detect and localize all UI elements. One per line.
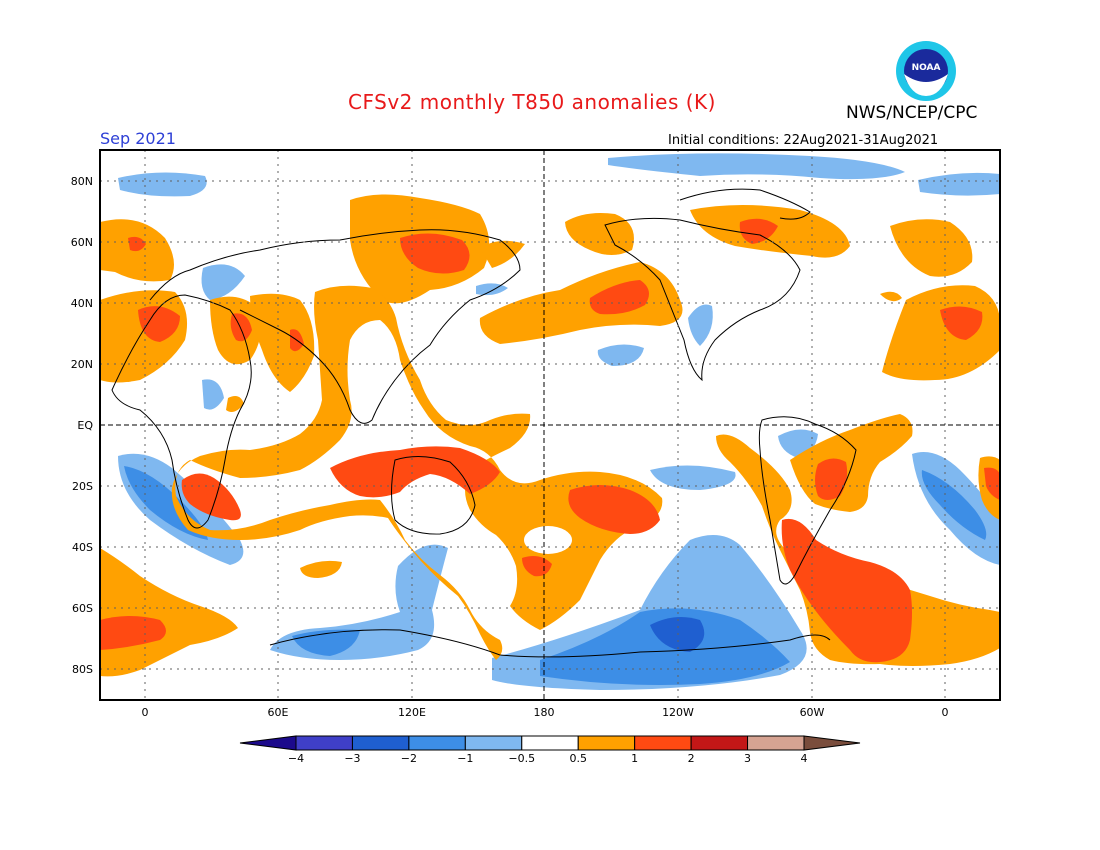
lat-tick: 60S bbox=[72, 602, 93, 615]
lon-tick: 0 bbox=[942, 706, 949, 719]
initial-conditions-label: Initial conditions: 22Aug2021-31Aug2021 bbox=[668, 133, 939, 148]
legend-swatch bbox=[408, 735, 466, 751]
noaa-logo-icon: NOAA bbox=[896, 41, 956, 101]
coast-australia bbox=[391, 456, 476, 535]
valid-month-label: Sep 2021 bbox=[100, 129, 176, 148]
legend-level-label: 0.5 bbox=[569, 752, 587, 765]
logo-text: NOAA bbox=[912, 63, 941, 73]
legend-level-label: −4 bbox=[288, 752, 304, 765]
strong-cool-core bbox=[650, 616, 705, 652]
lat-tick: 80S bbox=[72, 663, 93, 676]
legend-swatch bbox=[521, 735, 579, 751]
legend-level-label: −3 bbox=[344, 752, 360, 765]
lon-tick: 120E bbox=[398, 706, 426, 719]
lon-tick: 180 bbox=[534, 706, 555, 719]
lon-axis: 0 60E 120E 180 120W 60W 0 bbox=[142, 706, 949, 719]
plot-frame bbox=[99, 149, 1001, 701]
color-legend: −4 −3 −2 −1 −0.5 0.5 1 2 3 4 bbox=[239, 735, 861, 765]
lat-axis: 80N 60N 40N 20N EQ 20S 40S 60S 80S bbox=[71, 175, 94, 676]
lon-tick: 60W bbox=[800, 706, 825, 719]
legend-arrow-max bbox=[803, 735, 861, 751]
coast-arctic bbox=[679, 188, 811, 220]
legend-swatch bbox=[295, 735, 353, 751]
legend-level-label: 4 bbox=[801, 752, 808, 765]
lat-tick: 20S bbox=[72, 480, 93, 493]
legend-swatch bbox=[464, 735, 523, 751]
legend-swatch bbox=[351, 735, 410, 751]
legend-level-label: 3 bbox=[744, 752, 751, 765]
coastlines bbox=[111, 188, 857, 658]
lat-tick: EQ bbox=[77, 419, 93, 432]
reference-lines bbox=[100, 150, 1000, 700]
coast-antarctica bbox=[269, 629, 831, 658]
legend-level-label: −1 bbox=[457, 752, 473, 765]
coast-eurasia bbox=[149, 229, 521, 424]
legend-swatch bbox=[577, 735, 636, 751]
coast-south-america bbox=[758, 416, 857, 585]
legend-swatch bbox=[634, 735, 692, 751]
lat-tick: 60N bbox=[71, 236, 93, 249]
legend-level-label: −2 bbox=[401, 752, 417, 765]
legend-level-label: −0.5 bbox=[508, 752, 535, 765]
legend-level-label: 2 bbox=[688, 752, 695, 765]
lat-tick: 40N bbox=[71, 297, 93, 310]
strong-warm-cores bbox=[100, 218, 1000, 663]
lon-tick: 60E bbox=[268, 706, 289, 719]
map-title: CFSv2 monthly T850 anomalies (K) bbox=[348, 90, 716, 114]
lat-tick: 40S bbox=[72, 541, 93, 554]
legend-level-label: 1 bbox=[631, 752, 638, 765]
agency-label: NWS/NCEP/CPC bbox=[846, 103, 978, 123]
lat-tick: 80N bbox=[71, 175, 93, 188]
lat-tick: 20N bbox=[71, 358, 93, 371]
lon-tick: 120W bbox=[662, 706, 694, 719]
legend-swatch bbox=[690, 735, 749, 751]
legend-swatch bbox=[747, 735, 805, 751]
lon-tick: 0 bbox=[142, 706, 149, 719]
coast-africa bbox=[111, 294, 252, 529]
coast-north-america bbox=[604, 217, 801, 382]
legend-arrow-min bbox=[239, 735, 297, 751]
